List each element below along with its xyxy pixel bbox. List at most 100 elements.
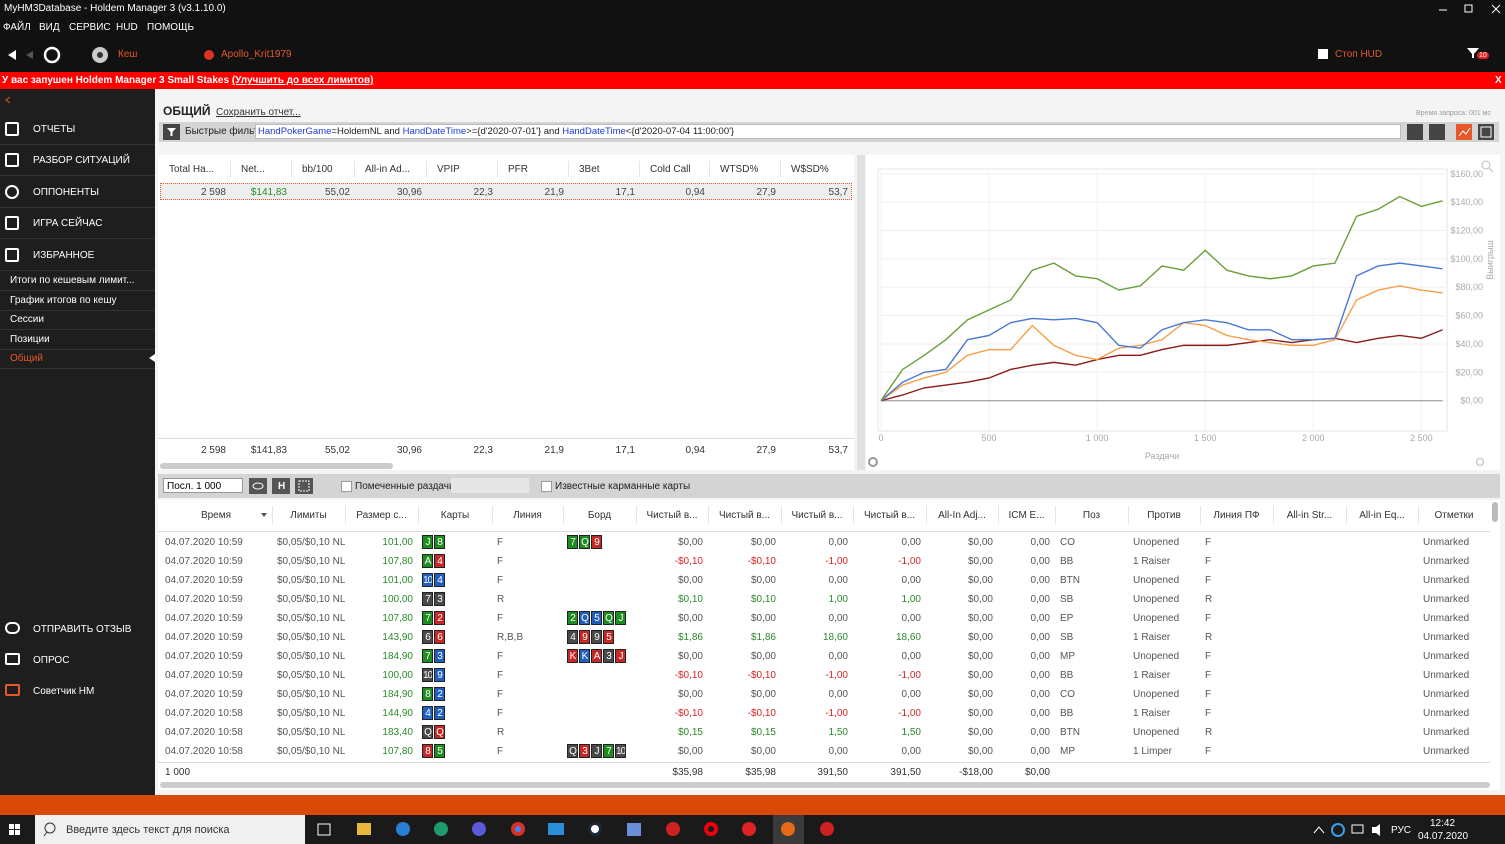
stop-hud-checkbox[interactable] — [1318, 49, 1328, 59]
splitter[interactable] — [857, 155, 865, 470]
hand-cell: $0,00 — [967, 708, 993, 719]
filter-actions[interactable] — [1406, 123, 1500, 141]
filter-button[interactable] — [163, 124, 180, 140]
playing-card: Q — [579, 535, 590, 549]
collapse-arrow[interactable] — [4, 95, 14, 105]
nav-label[interactable]: ОТЧЕТЫ — [33, 124, 76, 135]
tray-date[interactable]: 04.07.2020 — [1418, 831, 1469, 842]
player-name[interactable]: Apollo_Krit1979 — [221, 49, 292, 60]
column-header[interactable]: Чистый в... — [791, 510, 843, 521]
stats-header[interactable]: VPIP — [437, 164, 460, 175]
menu-item[interactable]: ВИД — [39, 22, 60, 33]
column-header[interactable]: Линия ПФ — [1213, 510, 1260, 521]
column-header[interactable]: All-in Str... — [1286, 510, 1333, 521]
menu-item[interactable]: ПОМОЩЬ — [147, 22, 195, 33]
nav-label[interactable]: ОППОНЕНТЫ — [33, 187, 100, 198]
column-header[interactable]: Поз — [1082, 510, 1101, 521]
column-header[interactable]: Линия — [513, 510, 542, 521]
tray-icons[interactable] — [1310, 821, 1390, 839]
column-header[interactable]: Отметки — [1434, 510, 1474, 521]
marked-checkbox[interactable] — [341, 481, 352, 492]
stop-hud[interactable]: Стоп HUD — [1335, 49, 1383, 60]
y-tick-label: $100,00 — [1450, 254, 1483, 264]
window-controls[interactable] — [1430, 2, 1505, 16]
banner-link[interactable]: (Улучшить до всех лимитов) — [231, 75, 374, 86]
stats-header[interactable]: 3Bet — [579, 164, 600, 175]
stats-header[interactable]: Net... — [241, 164, 265, 175]
taskbar-icons[interactable] — [0, 815, 900, 844]
filter-icon[interactable] — [1466, 47, 1480, 59]
favorite-item[interactable] — [0, 291, 155, 311]
favorite-label[interactable]: Итоги по кешевым лимит... — [10, 275, 135, 286]
nav-item[interactable] — [0, 239, 155, 271]
stats-header[interactable]: W$SD% — [791, 164, 829, 175]
hands-hscrollbar[interactable] — [160, 782, 1490, 788]
taskbar-search[interactable]: Введите здесь текст для поиска — [66, 824, 230, 836]
favorite-item[interactable] — [0, 330, 155, 350]
nav-label[interactable]: ИГРА СЕЙЧАС — [33, 218, 103, 229]
stats-header[interactable]: Cold Call — [650, 164, 691, 175]
column-header[interactable]: Чистый в... — [718, 510, 771, 521]
nav-label[interactable]: ИЗБРАННОЕ — [33, 250, 95, 261]
column-header[interactable]: Карты — [440, 510, 470, 521]
favorite-label[interactable]: График итогов по кешу — [10, 294, 117, 306]
menu-item[interactable]: СЕРВИС — [69, 22, 111, 33]
hand-cell: Unopened — [1133, 651, 1180, 662]
view-buttons[interactable] — [249, 478, 313, 494]
tray-language[interactable]: РУС — [1391, 825, 1412, 836]
stats-header[interactable]: PFR — [508, 164, 528, 175]
col-separator — [1418, 506, 1419, 524]
menu-item[interactable]: ФАЙЛ — [3, 22, 31, 33]
column-header[interactable]: All-In Adj... — [938, 510, 986, 521]
stats-header[interactable]: bb/100 — [302, 164, 333, 175]
stats-header[interactable]: Total Ha... — [169, 164, 215, 175]
hands-scrollbar[interactable] — [1492, 502, 1498, 522]
favorite-label[interactable]: Сессии — [10, 314, 44, 326]
toolbar-icons[interactable] — [0, 40, 120, 70]
banner-close[interactable]: X — [1495, 75, 1502, 86]
column-header[interactable]: ICM E... — [1008, 510, 1045, 521]
col-separator — [781, 506, 782, 524]
column-header[interactable]: Размер с... — [356, 510, 407, 521]
known-cards[interactable]: Известные карманные карты — [555, 481, 691, 492]
nav-item[interactable] — [0, 113, 155, 145]
known-cards-checkbox[interactable] — [541, 481, 552, 492]
menu-item[interactable]: HUD — [116, 22, 138, 33]
column-header[interactable]: Лимиты — [290, 510, 327, 521]
column-header[interactable]: Чистый в... — [863, 510, 916, 521]
nav-label[interactable]: РАЗБОР СИТУАЦИЙ — [33, 155, 130, 166]
save-report[interactable]: Сохранить отчет... — [216, 107, 301, 118]
column-header[interactable]: Время — [200, 510, 232, 521]
hand-cell: F — [497, 613, 504, 624]
stats-header[interactable]: WTSD% — [720, 164, 759, 175]
filter-input[interactable]: HandPokerGame=HoldemNL and HandDateTime>… — [255, 124, 1401, 139]
marked-hands[interactable]: Помеченные раздачи — [355, 481, 455, 492]
column-header[interactable]: All-in Eq... — [1359, 510, 1405, 521]
nav-label[interactable]: ОТПРАВИТЬ ОТЗЫВ — [33, 624, 132, 635]
favorite-label[interactable]: Позиции — [10, 333, 50, 345]
stats-divider — [158, 438, 854, 439]
col-separator — [780, 161, 781, 177]
cash-tab[interactable]: Кеш — [118, 49, 138, 60]
nav-item[interactable] — [0, 207, 155, 239]
column-header[interactable]: Чистый в... — [646, 510, 698, 521]
favorite-item[interactable] — [0, 349, 155, 370]
hand-cell: 0,00 — [901, 746, 921, 757]
marked-input[interactable] — [451, 478, 529, 493]
column-header[interactable]: Против — [1147, 510, 1181, 521]
nav-label[interactable]: Советчик HM — [33, 686, 95, 697]
stats-header[interactable]: All-in Ad... — [365, 164, 411, 175]
nav-label[interactable]: ОПРОС — [33, 655, 70, 666]
stats-scrollbar[interactable] — [160, 463, 393, 469]
playing-card: 9 — [591, 630, 602, 644]
range-select[interactable]: Посл. 1 000 — [163, 478, 243, 493]
nav-item[interactable] — [0, 176, 155, 208]
nav-item[interactable] — [0, 144, 155, 176]
favorite-item[interactable] — [0, 271, 155, 291]
column-header[interactable]: Борд — [587, 510, 612, 521]
tray-time[interactable]: 12:42 — [1430, 818, 1456, 829]
hand-cell: 18,60 — [895, 632, 921, 643]
favorite-item[interactable] — [0, 310, 155, 331]
favorite-label[interactable]: Общий — [10, 353, 43, 365]
h-button[interactable]: H — [278, 481, 286, 492]
